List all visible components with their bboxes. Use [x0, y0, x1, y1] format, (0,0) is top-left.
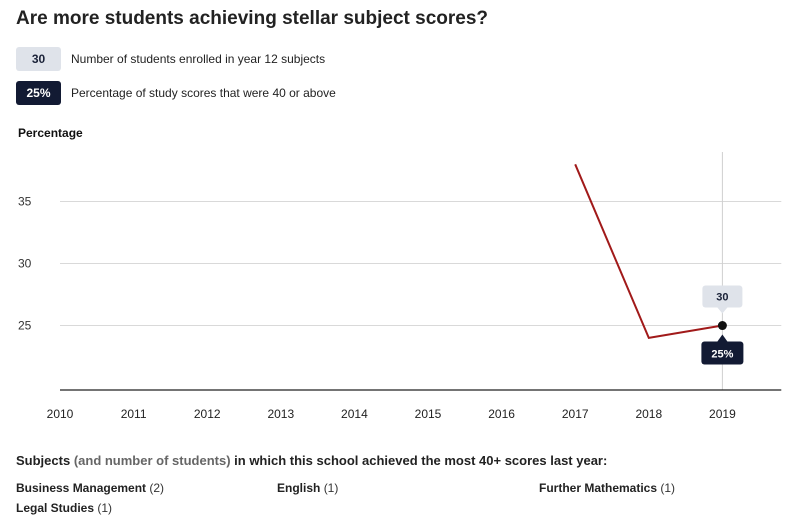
x-tick-label: 2016	[488, 407, 515, 421]
students-tooltip-label: 30	[716, 292, 728, 304]
subject-name: Legal Studies	[16, 501, 95, 515]
percentage-tooltip-label: 25%	[711, 349, 733, 361]
subjects-heading-tail: in which this school achieved the most 4…	[234, 453, 608, 468]
percentage-tooltip-pointer	[717, 334, 728, 342]
x-tick-label: 2010	[47, 407, 74, 421]
subjects-heading-main: Subjects	[16, 453, 71, 468]
series-line	[574, 163, 723, 340]
subject-item: Further Mathematics (1)	[539, 481, 675, 495]
line-chart: 25 30 35 2010 2011 2012 2013 2014 2015 2016 2017 20…	[18, 152, 782, 421]
x-tick-label: 2011	[121, 407, 147, 421]
x-tick-label: 2019	[709, 407, 736, 421]
x-tick-label: 2012	[194, 407, 221, 421]
percentage-legend-label: Percentage of study scores that were 40 …	[71, 86, 336, 100]
highlight-point	[717, 321, 727, 331]
students-legend-label: Number of students enrolled in year 12 s…	[71, 52, 326, 66]
subjects-heading: Subjects (and number of students) in whi…	[16, 453, 607, 468]
y-tick-label: 25	[18, 319, 32, 333]
subject-item: English (1)	[277, 481, 338, 495]
subject-name: Further Mathematics	[539, 481, 658, 495]
subject-item: Legal Studies (1)	[16, 501, 112, 515]
x-tick-label: 2014	[341, 407, 368, 421]
percentage-tooltip-box	[701, 341, 744, 365]
x-tick-label: 2015	[415, 407, 442, 421]
subject-item: Business Management (2)	[16, 481, 164, 495]
x-tick-label: 2018	[635, 407, 662, 421]
subject-name: English	[277, 481, 321, 495]
subject-count: (1)	[97, 501, 113, 515]
students-badge: 30	[16, 47, 61, 71]
chart-title: Are more students achieving stellar subj…	[16, 8, 489, 29]
subject-count: (1)	[323, 481, 339, 495]
students-tooltip-box	[702, 285, 743, 308]
x-tick-label: 2013	[267, 407, 294, 421]
y-tick-label: 30	[18, 257, 32, 271]
legend-percentage: 25% Percentage of study scores that were…	[16, 81, 336, 105]
y-axis-label: Percentage	[18, 126, 83, 140]
x-tick-label: 2017	[562, 407, 589, 421]
percentage-badge: 25%	[16, 81, 61, 105]
subject-count: (2)	[149, 481, 165, 495]
y-tick-label: 35	[18, 195, 32, 209]
students-tooltip-pointer	[717, 307, 728, 314]
subject-name: Business Management	[16, 481, 147, 495]
subjects-heading-note: (and number of students)	[73, 453, 231, 468]
legend-students: 30 Number of students enrolled in year 1…	[16, 47, 325, 71]
subject-count: (1)	[660, 481, 676, 495]
